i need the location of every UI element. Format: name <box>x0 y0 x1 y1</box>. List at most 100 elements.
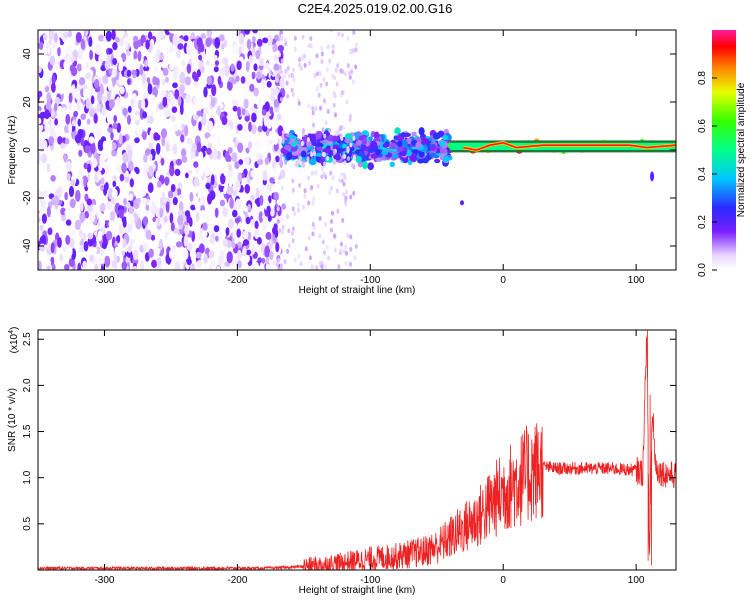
spectrogram-cell <box>343 71 347 77</box>
spectrogram-cell <box>210 174 215 186</box>
spectrogram-cell <box>350 69 354 75</box>
spectrogram-cell <box>200 65 205 74</box>
spectrogram-cell <box>244 115 250 122</box>
spectrogram-cell <box>38 260 42 270</box>
spectrogram-cell <box>214 37 221 49</box>
spectrogram-cell <box>263 68 268 77</box>
spectrogram-cell <box>195 251 202 259</box>
spectrogram-cell <box>158 103 165 110</box>
spectrogram-cell <box>238 33 245 45</box>
spectrogram-cell <box>268 239 273 250</box>
spectrogram-cell <box>264 101 270 112</box>
spectrogram-cell <box>279 77 285 87</box>
spectrogram-cell <box>54 118 58 126</box>
spectrogram-cell <box>315 53 319 59</box>
spectrogram-cell <box>118 133 123 145</box>
spectrogram-cell <box>169 62 175 71</box>
spectrogram-cell <box>126 50 131 56</box>
spectrogram-cell <box>42 33 48 41</box>
spectrogram-cell <box>74 219 81 231</box>
spectrogram-cell <box>155 35 161 47</box>
spectrogram-cell <box>99 217 106 228</box>
spectrogram-cell <box>342 143 347 149</box>
spectrogram-cell <box>202 112 207 120</box>
spectrogram-cell <box>331 175 335 181</box>
spectrogram-cell <box>353 155 356 160</box>
spectrogram-cell <box>349 48 353 54</box>
spectrogram-cell <box>343 160 347 166</box>
spectrogram-cell <box>45 244 52 250</box>
spectrogram-cell <box>65 219 72 226</box>
spectrogram-cell <box>86 118 91 125</box>
spectrogram-cell <box>254 229 260 239</box>
spectrogram-cell <box>299 66 303 72</box>
spectrogram-cell <box>273 54 278 61</box>
spectrogram-cell <box>439 148 448 154</box>
spectrogram-cell <box>156 180 162 188</box>
spectrogram-cell <box>142 72 147 84</box>
spectrogram-cell <box>209 190 216 201</box>
spectrogram-cell <box>223 57 229 66</box>
spectrogram-cell <box>157 30 164 38</box>
spectrogram-cell <box>307 200 311 206</box>
spectrogram-cell <box>325 81 329 87</box>
spectrogram-cell <box>224 150 230 163</box>
spectrogram-cell <box>60 264 65 270</box>
spectrogram-cell <box>179 104 184 115</box>
spectrogram-cell <box>367 162 375 171</box>
spectrogram-cell <box>283 73 287 79</box>
spectrogram-cell <box>276 73 280 79</box>
spectrogram-cell <box>279 263 283 269</box>
spectrogram-cell <box>80 38 86 51</box>
spectrogram-cell <box>311 105 315 111</box>
spectrogram-cell <box>68 123 73 134</box>
spectrogram-cell <box>98 257 105 265</box>
spectrogram-cell <box>320 45 324 51</box>
spectrogram-cell <box>172 82 178 89</box>
spectrogram-cell <box>358 151 365 158</box>
spectrogram-cell <box>232 229 237 240</box>
spectrogram-cell <box>257 153 264 160</box>
spectrogram-cell <box>194 114 199 121</box>
spectrogram-cell <box>41 213 48 224</box>
spectrogram-cell <box>270 95 276 102</box>
spectrogram-cell <box>307 235 311 241</box>
spectrogram-cell <box>276 219 280 224</box>
spectrogram-cell <box>115 196 120 204</box>
spectrogram-cell <box>184 210 191 217</box>
spectrogram-cell <box>430 145 436 152</box>
spectrogram-cell <box>301 34 305 40</box>
spectrogram-cell <box>148 142 154 150</box>
spectrogram-cell <box>80 113 87 120</box>
spectrogram-cell <box>220 173 226 185</box>
spectrogram-cell <box>189 191 194 202</box>
spectrogram-cell <box>46 163 51 173</box>
spectrogram-cell <box>176 188 182 196</box>
spectrogram-cell <box>193 96 198 107</box>
spectrogram-cell <box>51 82 56 93</box>
spectrogram-cell <box>273 99 280 108</box>
colorbar-tick-label: 0.0 <box>697 263 708 277</box>
spectrogram-cell <box>273 135 279 145</box>
spectrogram-cell <box>50 109 55 118</box>
spectrogram-cell <box>89 86 94 99</box>
spectrogram-cell <box>86 198 93 206</box>
y-tick-label: 0 <box>22 147 33 153</box>
spectrogram-cell <box>100 265 105 270</box>
spectrogram-cell <box>183 235 188 247</box>
spectrogram-cell <box>375 148 381 156</box>
spectrogram-cell <box>354 42 358 48</box>
spectrogram-cell <box>291 238 295 244</box>
spectrogram-cell <box>50 256 55 266</box>
spectrogram-cell <box>39 111 47 119</box>
spectrogram-cell <box>284 145 292 151</box>
spectrogram-cell <box>159 207 164 219</box>
spectrogram-cell <box>147 182 154 193</box>
spectrogram-cell <box>108 220 113 228</box>
spectrogram-cell <box>266 136 271 146</box>
spectrogram-cell <box>71 228 77 238</box>
spectrogram-cell <box>291 151 299 157</box>
spectrogram-cell <box>326 109 330 114</box>
spectrogram-cell <box>154 65 159 74</box>
spectrogram-cell <box>189 217 193 227</box>
